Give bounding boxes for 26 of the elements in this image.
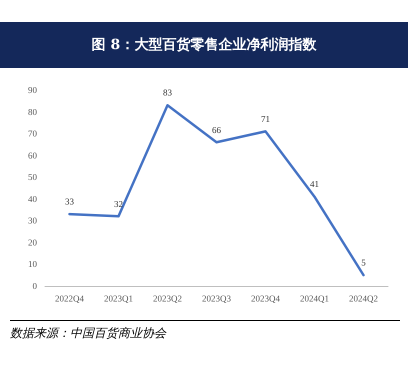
y-tick-label: 10 [28,259,38,270]
data-label: 32 [114,198,123,209]
data-label: 33 [65,196,74,207]
x-tick-label: 2024Q2 [349,294,378,304]
data-label: 71 [261,114,270,124]
x-tick-label: 2023Q4 [251,294,280,304]
y-tick-label: 0 [32,281,38,291]
x-tick-label: 2023Q3 [202,294,232,304]
data-label: 41 [310,179,319,190]
source-note: 数据来源：中国百货商业协会 [10,325,168,342]
data-label: 5 [361,258,366,268]
y-tick-label: 80 [28,106,38,117]
data-label: 66 [212,124,222,135]
y-tick-label: 30 [28,216,38,226]
x-tick-label: 2023Q1 [104,294,133,304]
x-tick-label: 2022Q4 [55,294,84,304]
y-tick-label: 60 [28,150,38,160]
y-tick-label: 50 [28,172,38,182]
x-tick-label: 2023Q2 [153,294,182,304]
chart-title: 图 8：大型百货零售企业净利润指数 [92,36,316,54]
y-tick-label: 40 [28,194,38,204]
data-label: 83 [163,88,172,98]
y-tick-label: 70 [28,128,38,139]
x-tick-label: 2024Q1 [300,294,329,304]
y-tick-label: 20 [28,237,38,248]
y-tick-label: 90 [28,85,38,95]
